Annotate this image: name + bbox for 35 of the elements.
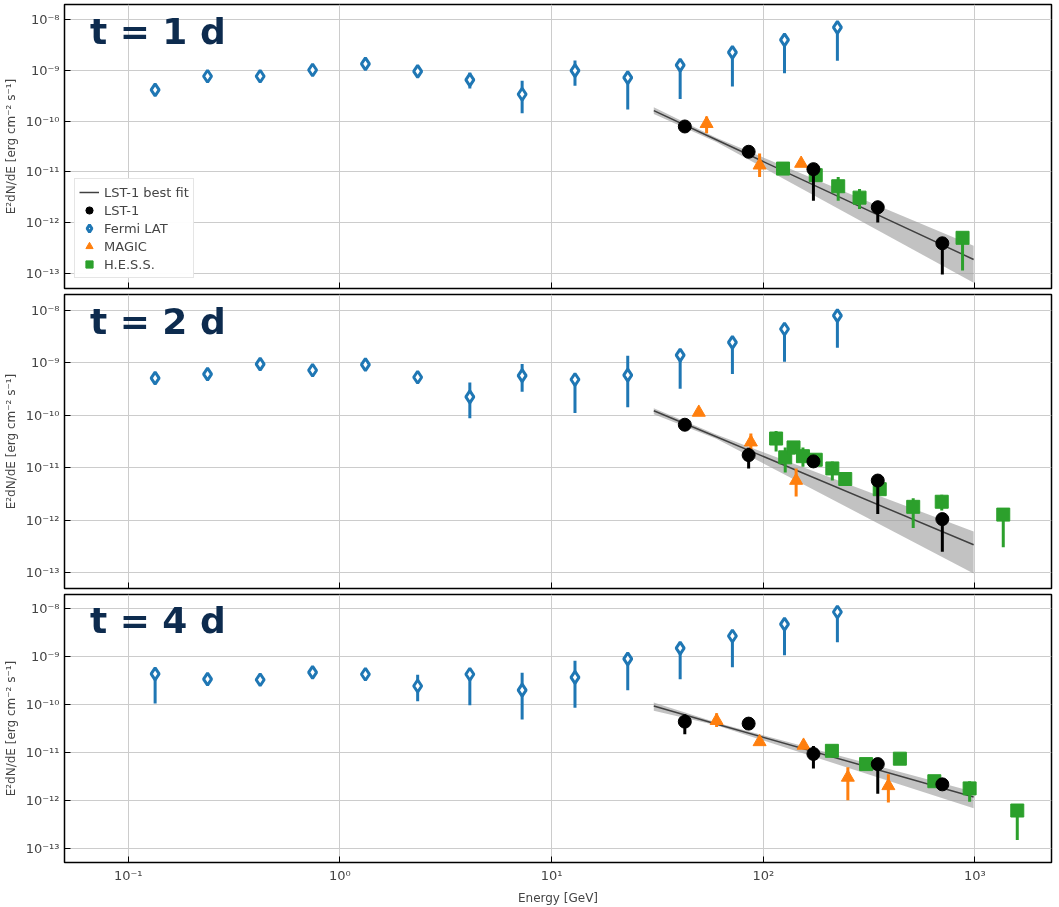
- x-tick-label: 10³: [964, 867, 986, 883]
- y-tick-label: 10⁻⁸: [30, 601, 60, 617]
- legend-label: LST-1: [104, 202, 140, 218]
- y-tick-label: 10⁻¹¹: [25, 164, 60, 180]
- y-tick-label: 10⁻¹⁰: [25, 697, 60, 713]
- y-tick-label: 10⁻¹³: [25, 265, 60, 281]
- chart-title: t = 1 d: [89, 10, 226, 52]
- y-tick-label: 10⁻¹⁰: [25, 407, 60, 423]
- x-axis-title: Energy [GeV]: [517, 890, 599, 905]
- x-tick-label: 10⁻¹: [113, 867, 143, 883]
- y-tick-label: 10⁻⁹: [30, 355, 60, 371]
- y-tick-label: 10⁻¹²: [25, 792, 60, 808]
- y-tick-label: 10⁻⁹: [30, 62, 60, 78]
- x-tick-label: 10¹: [540, 867, 563, 883]
- legend-label: Fermi LAT: [104, 220, 168, 236]
- legend-label: H.E.S.S.: [104, 256, 155, 272]
- x-tick-label: 10²: [752, 867, 775, 883]
- y-tick-label: 10⁻¹²: [25, 215, 60, 231]
- legend-label: LST-1 best fit: [104, 184, 189, 200]
- legend-label: MAGIC: [104, 238, 147, 254]
- y-tick-label: 10⁻¹²: [25, 512, 60, 528]
- x-tick-label: 10⁰: [329, 867, 351, 883]
- y-tick-label: 10⁻¹³: [25, 565, 60, 581]
- y-axis-title: E²dN/dE [erg cm⁻² s⁻¹]: [3, 373, 18, 510]
- y-tick-label: 10⁻¹¹: [25, 744, 60, 760]
- y-tick-label: 10⁻⁸: [30, 12, 60, 28]
- y-tick-label: 10⁻⁸: [30, 302, 60, 318]
- chart-title: t = 2 d: [89, 300, 226, 342]
- y-tick-label: 10⁻¹³: [25, 840, 60, 856]
- y-tick-label: 10⁻⁹: [30, 649, 60, 665]
- chart-title: t = 4 d: [89, 600, 226, 642]
- y-axis-title: E²dN/dE [erg cm⁻² s⁻¹]: [3, 660, 18, 797]
- y-tick-label: 10⁻¹⁰: [25, 113, 60, 129]
- y-tick-label: 10⁻¹¹: [25, 460, 60, 476]
- y-axis-title: E²dN/dE [erg cm⁻² s⁻¹]: [3, 78, 18, 215]
